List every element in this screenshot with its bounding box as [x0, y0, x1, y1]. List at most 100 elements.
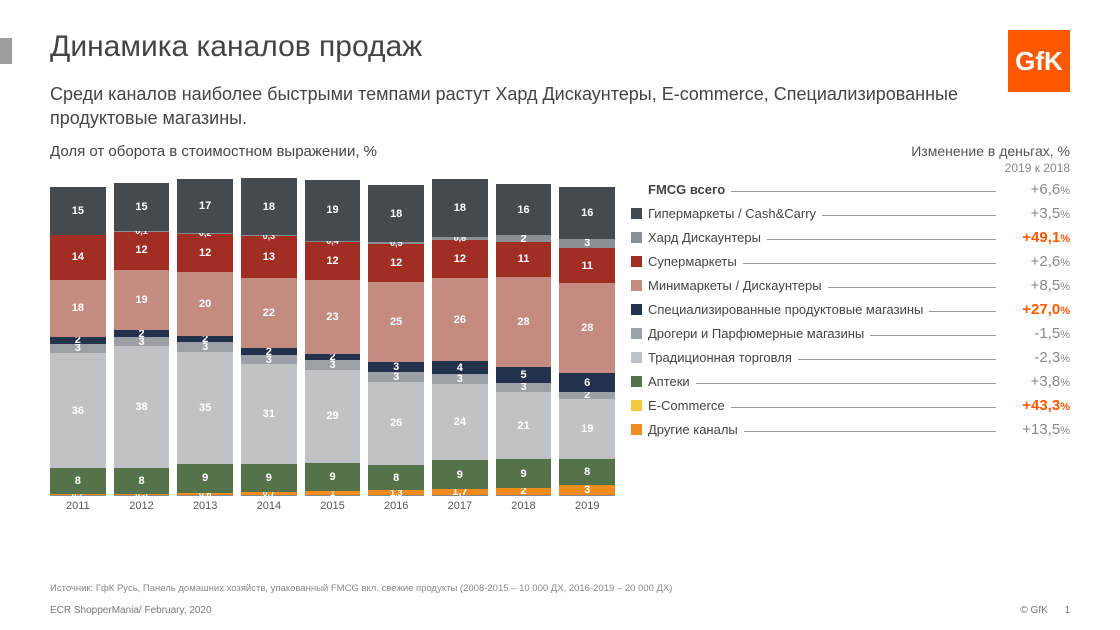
legend-leader-line: [696, 383, 996, 384]
legend-name: Традиционная торговля: [648, 350, 792, 365]
legend-swatch: [631, 232, 642, 243]
legend-name: Другие каналы: [648, 422, 738, 437]
logo-slash-icon: ⁄: [1077, 26, 1080, 47]
bar-stack: 3819262811316: [559, 175, 615, 495]
legend-value: +2,6%: [1002, 253, 1070, 270]
legend-swatch: [631, 400, 642, 411]
bar-segment-supermarket: 11: [496, 242, 552, 277]
year-label: 2011: [66, 500, 90, 512]
bar-stack: 19293223120,419: [305, 175, 361, 495]
legend-name: Гипермаркеты / Cash&Carry: [648, 206, 816, 221]
legend-label-wrap: Гипермаркеты / Cash&Carry: [631, 206, 996, 221]
bar-segment-specialised: 3: [368, 362, 424, 372]
bar-segment-hyper: 16: [496, 184, 552, 235]
legend-swatch: [631, 424, 642, 435]
bar-segment-specialised: 4: [432, 361, 488, 374]
legend-value: -2,3%: [1002, 349, 1070, 366]
bar-segment-hard: 0,5: [368, 242, 424, 244]
bar-segment-hyper: 18: [432, 179, 488, 237]
legend-leader-line: [731, 191, 996, 192]
bar-segment-traditional: 35: [177, 352, 233, 464]
chart-column: 29213528112162018: [496, 175, 552, 512]
bar-segment-drogerie: 3: [368, 372, 424, 382]
bar-segment-other: 1: [305, 491, 361, 494]
chart-area: Доля от оборота в стоимостном выражении,…: [50, 143, 615, 512]
legend-label-wrap: Специализированные продуктовые магазины: [631, 302, 996, 317]
legend-name: Минимаркеты / Дискаунтеры: [648, 278, 822, 293]
footer-right: © GfK 1: [1020, 605, 1070, 616]
slide: Динамика каналов продаж GfK ⁄ Среди кана…: [0, 0, 1120, 630]
bar-segment-minimarket: 22: [241, 278, 297, 348]
bar-segment-other: 0,3: [114, 494, 170, 495]
year-label: 2014: [257, 500, 281, 512]
legend-value: -1,5%: [1002, 325, 1070, 342]
legend-swatch: [631, 208, 642, 219]
legend-name: E-Commerce: [648, 398, 725, 413]
legend-value: +6,6%: [1002, 181, 1070, 198]
gfk-logo: GfK ⁄: [1008, 30, 1070, 92]
legend-row: FMCG всего +6,6%: [631, 181, 1070, 198]
year-label: 2018: [511, 500, 535, 512]
bar-stack: 0,69353220120,217: [177, 175, 233, 495]
legend-value: +8,5%: [1002, 277, 1070, 294]
bar-segment-traditional: 29: [305, 370, 361, 463]
bar-segment-hard: 0,8: [432, 237, 488, 240]
bar-segment-drogerie: 2: [559, 392, 615, 398]
bar-segment-specialised: 2: [305, 354, 361, 360]
bar-segment-pharmacy: 9: [496, 459, 552, 488]
footer-left: ECR ShopperMania/ February, 2020: [50, 605, 212, 616]
legend-label-wrap: FMCG всего: [631, 182, 996, 197]
legend-value: +49,1%: [1002, 229, 1070, 246]
legend-leader-line: [929, 311, 996, 312]
year-label: 2013: [193, 500, 217, 512]
legend-leader-line: [767, 239, 996, 240]
legend-swatch: [631, 352, 642, 363]
legend-row: E-Commerce+43,3%: [631, 397, 1070, 414]
legend-label-wrap: Традиционная торговля: [631, 350, 996, 365]
bar-segment-other: 0,6: [177, 493, 233, 495]
legend-label-wrap: Дрогери и Парфюмерные магазины: [631, 326, 996, 341]
main-content: Доля от оборота в стоимостном выражении,…: [50, 143, 1070, 512]
bar-segment-drogerie: 3: [496, 383, 552, 393]
legend-row: Супермаркеты +2,6%: [631, 253, 1070, 270]
bar-segment-supermarket: 12: [305, 242, 361, 280]
legend-row: Дрогери и Парфюмерные магазины -1,5%: [631, 325, 1070, 342]
bar-stack: 0,38383219120,115: [114, 175, 170, 495]
legend-row: Специализированные продуктовые магазины+…: [631, 301, 1070, 318]
bar-segment-other: 1,7: [432, 489, 488, 494]
bar-segment-hyper: 15: [114, 183, 170, 231]
bar-segment-minimarket: 28: [496, 277, 552, 367]
bar-segment-supermarket: 13: [241, 236, 297, 278]
bar-segment-other: 0,7: [241, 492, 297, 494]
bar-segment-hyper: 18: [368, 185, 424, 243]
legend-label-wrap: Супермаркеты: [631, 254, 996, 269]
bar-segment-hyper: 18: [241, 178, 297, 236]
legend-label-wrap: Аптеки: [631, 374, 996, 389]
legend-leader-line: [822, 215, 996, 216]
legend-row: Другие каналы+13,5%: [631, 421, 1070, 438]
legend-leader-line: [743, 263, 996, 264]
chart-column: 0,69353220120,2172013: [177, 175, 233, 512]
bar-stack: 0,283632181415: [50, 175, 106, 495]
year-label: 2016: [384, 500, 408, 512]
bar-segment-traditional: 21: [496, 392, 552, 459]
change-panel: Изменение в деньгах, % 2019 к 2018 FMCG …: [631, 143, 1070, 512]
legend-label-wrap: Другие каналы: [631, 422, 996, 437]
bar-segment-drogerie: 3: [432, 374, 488, 384]
bar-segment-other: 0,2: [50, 494, 106, 495]
legend-name: Специализированные продуктовые магазины: [648, 302, 923, 317]
legend-label-wrap: Минимаркеты / Дискаунтеры: [631, 278, 996, 293]
legend-swatch: [631, 256, 642, 267]
bar-segment-hyper: 17: [177, 179, 233, 233]
bar-segment-specialised: 2: [114, 330, 170, 336]
bar-segment-pharmacy: 9: [241, 464, 297, 493]
bar-segment-hyper: 16: [559, 187, 615, 238]
chart-column: 19293223120,4192015: [305, 175, 361, 512]
bar-segment-specialised: 2: [177, 336, 233, 342]
bar-segment-specialised: 5: [496, 367, 552, 383]
legend-name: Хард Дискаунтеры: [648, 230, 761, 245]
bar-segment-minimarket: 28: [559, 283, 615, 373]
chart-column: 0,38383219120,1152012: [114, 175, 170, 512]
bar-stack: 1,79243426120,818: [432, 175, 488, 495]
bar-segment-minimarket: 26: [432, 278, 488, 361]
